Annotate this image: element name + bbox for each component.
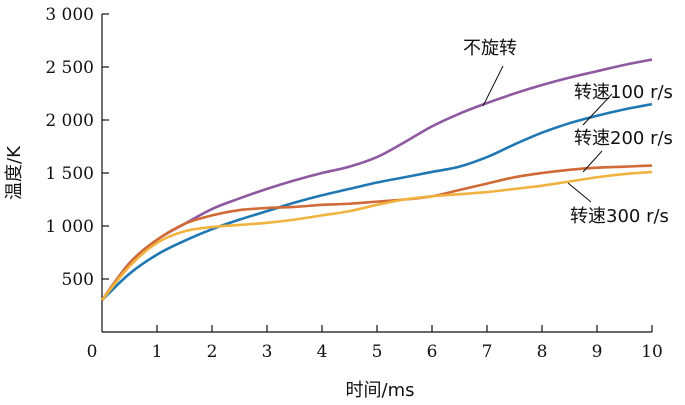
x-tick-label: 3: [262, 342, 273, 362]
y-tick-label: 1 000: [45, 217, 94, 237]
series-leader-line: [567, 182, 592, 203]
x-tick-label: 9: [592, 342, 603, 362]
x-tick-label: 7: [482, 342, 493, 362]
series-line-1: [101, 102, 653, 302]
series-line-2: [100, 164, 653, 301]
y-ticks: 500 1 000 1 500 2 000 2 500 3 000: [45, 5, 109, 290]
series-line-0: [100, 58, 653, 301]
series-label: 转速200 r/s: [574, 128, 673, 149]
series-leader-line: [482, 65, 504, 107]
x-tick-label: 1: [152, 342, 163, 362]
series-label: 转速300 r/s: [570, 206, 669, 227]
x-tick-label: 6: [427, 342, 438, 362]
y-tick-label: 2 000: [45, 111, 94, 131]
x-ticks: 0 1 2 3 4 5 6 7 8 9 10: [87, 325, 663, 362]
series-leader-line: [582, 93, 613, 126]
x-tick-label: 5: [372, 342, 383, 362]
series-label: 转速100 r/s: [574, 82, 673, 103]
x-tick-label: 8: [537, 342, 548, 362]
y-axis-title: 温度/K: [4, 145, 25, 200]
y-tick-label: 3 000: [45, 5, 94, 25]
x-tick-label: 2: [207, 342, 218, 362]
y-tick-label: 2 500: [45, 58, 94, 78]
x-axis-title: 时间/ms: [346, 380, 415, 401]
y-tick-label: 1 500: [45, 164, 94, 184]
x-tick-label: 10: [641, 342, 663, 362]
x-tick-label: 0: [87, 342, 98, 362]
series-line-3: [100, 170, 653, 302]
series-label: 不旋转: [463, 38, 517, 59]
y-tick-label: 500: [62, 270, 94, 290]
series-lines: [100, 58, 653, 302]
x-tick-label: 4: [317, 342, 328, 362]
series-leader-line: [582, 150, 603, 173]
axes: [101, 14, 652, 333]
